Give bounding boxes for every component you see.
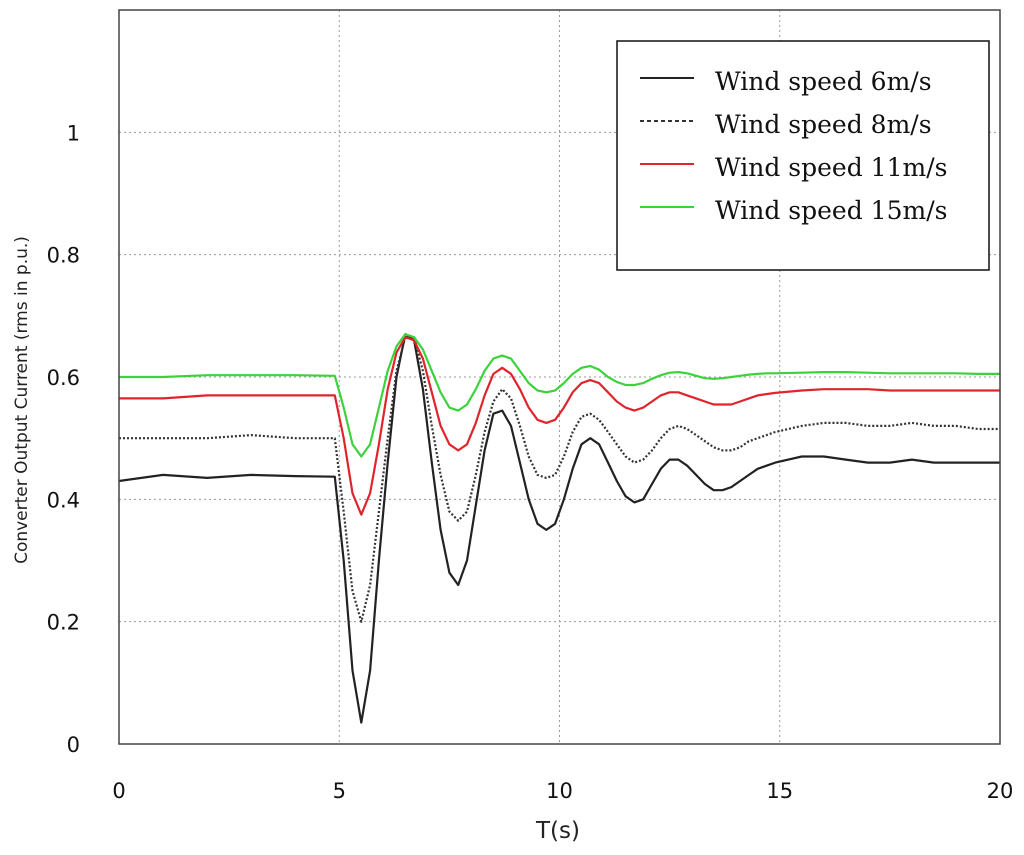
y-tick-label: 0.4	[47, 488, 80, 512]
y-tick-label: 0.8	[47, 244, 80, 268]
series-line	[119, 336, 1000, 516]
tick-labels: 0 5 10 15 20 0 0.2 0.4 0.6 0.8 1	[47, 121, 1014, 803]
x-tick-label: 20	[987, 779, 1014, 803]
series-line	[119, 333, 1000, 458]
x-tick-label: 0	[112, 779, 125, 803]
legend-label: Wind speed 15m/s	[715, 196, 947, 225]
y-tick-label: 0.6	[47, 366, 80, 390]
legend-label: Wind speed 6m/s	[715, 67, 932, 96]
y-axis-label: Converter Output Current (rms in p.u.)	[12, 236, 32, 564]
plot-frame	[118, 9, 1001, 745]
legend-box	[616, 40, 990, 271]
x-tick-label: 5	[333, 779, 346, 803]
legend-label: Wind speed 11m/s	[715, 153, 947, 182]
x-tick-label: 10	[546, 779, 573, 803]
x-tick-label: 15	[766, 779, 793, 803]
y-tick-label: 1	[67, 121, 80, 145]
y-tick-label: 0	[67, 733, 80, 757]
grid	[119, 10, 1000, 744]
x-axis-label: T(s)	[535, 818, 580, 844]
y-tick-label: 0.2	[47, 611, 80, 635]
legend: Wind speed 6m/s Wind speed 8m/s Wind speed…	[616, 40, 990, 271]
series-lines	[118, 333, 1000, 724]
legend-label: Wind speed 8m/s	[715, 110, 932, 139]
series-line	[118, 333, 1000, 724]
